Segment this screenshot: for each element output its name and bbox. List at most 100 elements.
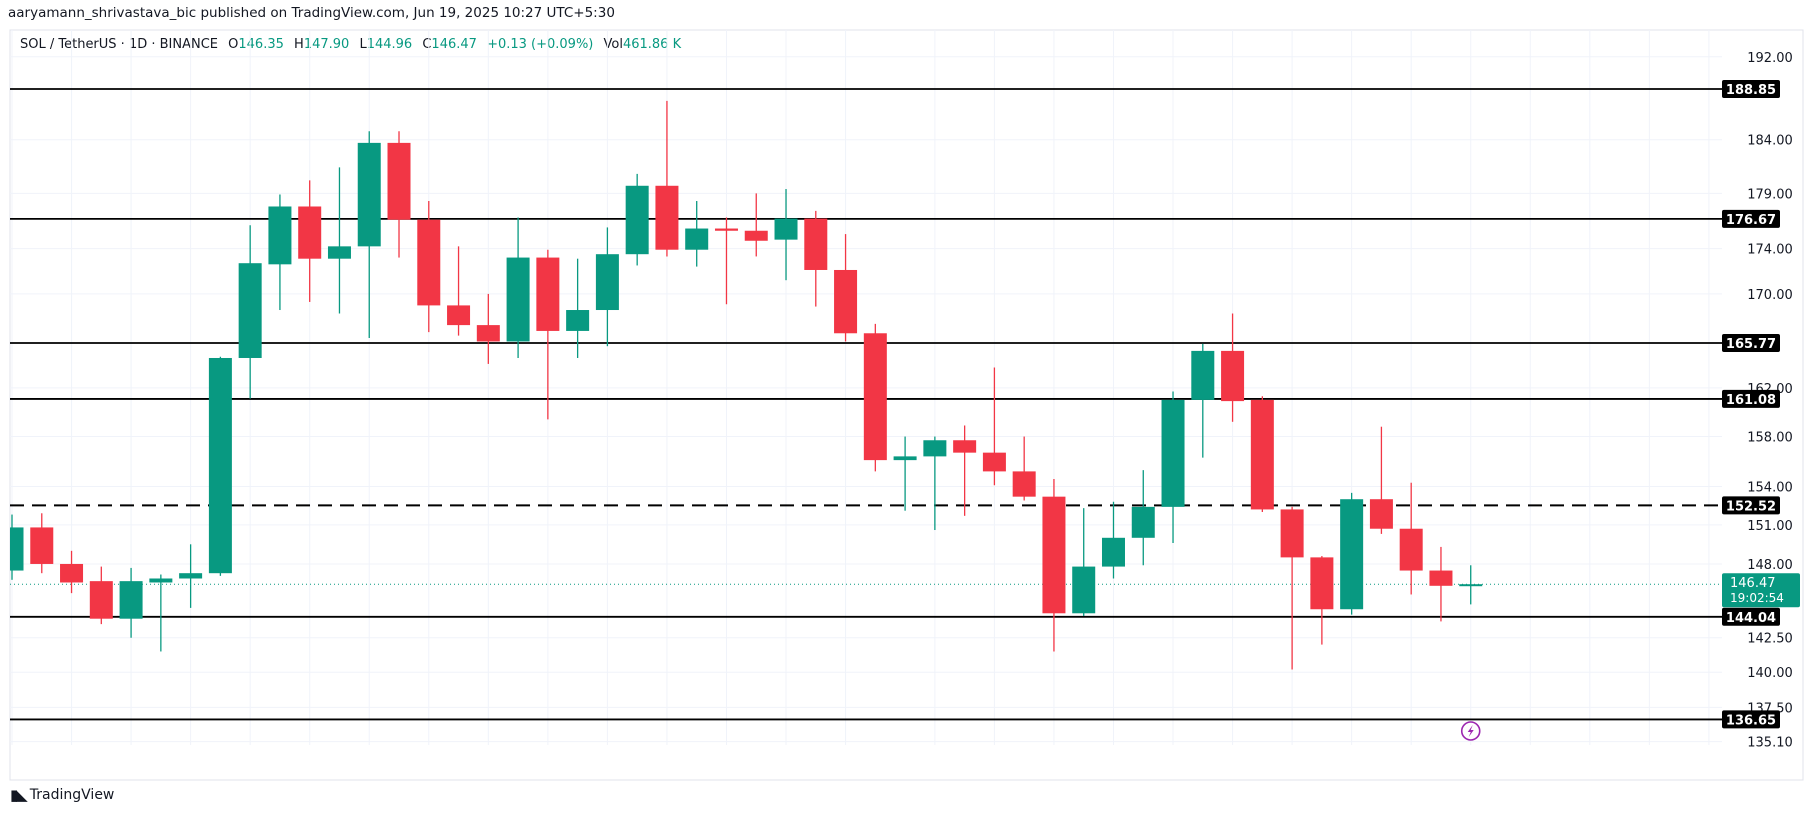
candle-body xyxy=(774,218,798,240)
candle xyxy=(238,225,262,399)
price-tick-label: 142.50 xyxy=(1747,632,1793,647)
time-tick-label: 17 xyxy=(1403,755,1420,770)
candle xyxy=(1161,391,1185,544)
candle xyxy=(655,100,679,257)
candle-body xyxy=(1101,537,1125,567)
candle xyxy=(1101,501,1125,579)
candle-body xyxy=(417,219,441,306)
candle xyxy=(506,217,530,358)
level-price-badge xyxy=(1722,209,1780,228)
last-price-label: 146.47 xyxy=(1730,576,1776,591)
candle-body xyxy=(238,263,262,358)
candle xyxy=(208,356,232,576)
candle xyxy=(417,201,441,333)
candle xyxy=(1369,426,1393,534)
time-tick-label: 21 xyxy=(599,755,616,770)
candle xyxy=(387,131,411,258)
price-tick-label: 192.00 xyxy=(1747,51,1793,66)
candle-body xyxy=(834,269,858,334)
candle-body xyxy=(1012,471,1036,497)
tradingview-logo[interactable]: ▮◣ TradingView xyxy=(10,786,114,804)
price-tick-label: 154.00 xyxy=(1747,481,1793,496)
candle-body xyxy=(119,581,143,619)
price-tick-label: 179.00 xyxy=(1747,187,1793,202)
candle xyxy=(60,550,84,594)
symbol-name[interactable]: SOL / TetherUS · 1D · BINANCE xyxy=(20,37,219,52)
candle xyxy=(774,189,798,281)
level-price-badge xyxy=(1722,710,1780,729)
candle xyxy=(447,246,471,336)
candle-body xyxy=(685,228,709,250)
candle xyxy=(834,234,858,342)
candle xyxy=(863,323,887,472)
candle-body xyxy=(208,357,232,574)
candle xyxy=(625,173,649,266)
level-price-badge xyxy=(1722,607,1780,626)
level-price-label: 165.77 xyxy=(1726,337,1776,352)
candle-body xyxy=(89,581,113,619)
candle xyxy=(1191,343,1215,458)
candle xyxy=(1340,492,1364,615)
candle-body xyxy=(863,333,887,461)
candle-body xyxy=(655,185,679,250)
candle xyxy=(268,194,292,311)
price-tick-label: 184.00 xyxy=(1747,134,1793,149)
candle xyxy=(595,227,619,347)
candle-body xyxy=(476,325,500,342)
plot-area xyxy=(10,30,1722,745)
level-price-badge xyxy=(1722,80,1780,98)
candle-body xyxy=(566,310,590,331)
time-tick-label: 15 xyxy=(1343,755,1360,770)
candle xyxy=(327,167,351,314)
time-tick-label: 13 xyxy=(361,755,378,770)
candle xyxy=(923,436,947,531)
time-tick-label: 19 xyxy=(1462,755,1479,770)
time-tick-label: 7 xyxy=(186,755,194,770)
candle-body xyxy=(30,527,54,564)
level-price-badge xyxy=(1722,334,1780,353)
time-tick-label: 5 xyxy=(127,755,135,770)
level-price-label: 161.08 xyxy=(1726,393,1776,408)
level-price-badge xyxy=(1722,389,1780,408)
candle-body xyxy=(179,573,203,579)
candle-body xyxy=(625,185,649,255)
time-tick-label: 21 xyxy=(1522,755,1539,770)
candle-body xyxy=(298,206,322,259)
candle xyxy=(1221,313,1245,422)
candle xyxy=(357,131,381,338)
candle-body xyxy=(1161,399,1185,507)
candle xyxy=(1042,478,1066,652)
time-tick-label: 27 xyxy=(1701,755,1718,770)
candle-body xyxy=(982,452,1006,472)
candle-body xyxy=(893,456,917,461)
time-tick-label: 11 xyxy=(301,755,318,770)
time-tick-label: 23 xyxy=(659,755,676,770)
candle-body xyxy=(1072,566,1096,614)
time-tick-label: 9 xyxy=(1169,755,1177,770)
time-tick-label: 5 xyxy=(1050,755,1058,770)
candle xyxy=(179,544,203,608)
candle-body xyxy=(1042,496,1066,614)
brand-name: TradingView xyxy=(29,787,115,803)
candle-body xyxy=(536,257,560,331)
time-tick-label: 11 xyxy=(1224,755,1241,770)
candle xyxy=(685,201,709,267)
candle xyxy=(476,293,500,364)
candle xyxy=(1310,556,1334,645)
price-tick-label: 151.00 xyxy=(1747,519,1793,534)
candle xyxy=(30,513,54,574)
candle xyxy=(1012,436,1036,501)
candle-body xyxy=(1429,570,1453,586)
time-tick-label: 9 xyxy=(246,755,254,770)
candle-body xyxy=(1221,350,1245,402)
level-price-badge xyxy=(1722,496,1780,515)
time-tick-label: 3 xyxy=(990,755,998,770)
time-tick-label: 17 xyxy=(480,755,497,770)
time-tick-label: May xyxy=(0,755,26,770)
candle-body xyxy=(149,578,173,583)
time-tick-label: 7 xyxy=(1109,755,1117,770)
time-tick-label: 27 xyxy=(778,755,795,770)
candle-body xyxy=(506,257,530,342)
candle-body xyxy=(268,206,292,265)
